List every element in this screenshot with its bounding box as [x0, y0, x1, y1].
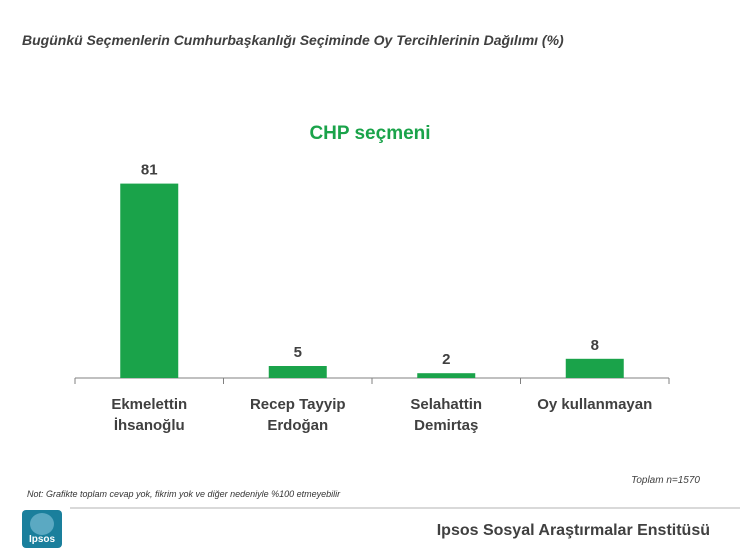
sample-size-label: Toplam n=1570: [631, 475, 700, 486]
category-label: Demirtaş: [414, 417, 478, 434]
logo-circle-icon: [30, 513, 54, 535]
footnote: Not: Grafikte toplam cevap yok, fikrim y…: [27, 489, 341, 499]
bar: [417, 373, 476, 378]
logo-text: Ipsos: [28, 534, 56, 545]
category-label: Oy kullanmayan: [537, 396, 652, 413]
bar: [120, 183, 179, 378]
data-label: 81: [141, 162, 158, 179]
category-label: Selahattin: [410, 396, 482, 413]
bar: [565, 358, 624, 378]
institute-name: Ipsos Sosyal Araştırmalar Enstitüsü: [436, 522, 710, 539]
category-label: Ekmelettin: [111, 396, 187, 413]
bar-chart: 81 Ekmelettin İhsanoğlu 5 Recep Tayyip Erdoğa…: [74, 162, 670, 434]
data-label: 5: [294, 344, 302, 361]
category-label: Erdoğan: [267, 417, 328, 434]
footer-divider: [70, 507, 740, 509]
category-label: Recep Tayyip: [250, 396, 346, 413]
ipsos-logo: Ipsos: [22, 510, 62, 548]
category-label: İhsanoğlu: [114, 417, 185, 434]
slide-title: Bugünkü Seçmenlerin Cumhurbaşkanlığı Seç…: [22, 32, 564, 48]
data-label: 2: [442, 351, 450, 368]
chart-title: CHP seçmeni: [309, 123, 431, 144]
bar: [268, 366, 327, 378]
data-label: 8: [591, 337, 599, 354]
